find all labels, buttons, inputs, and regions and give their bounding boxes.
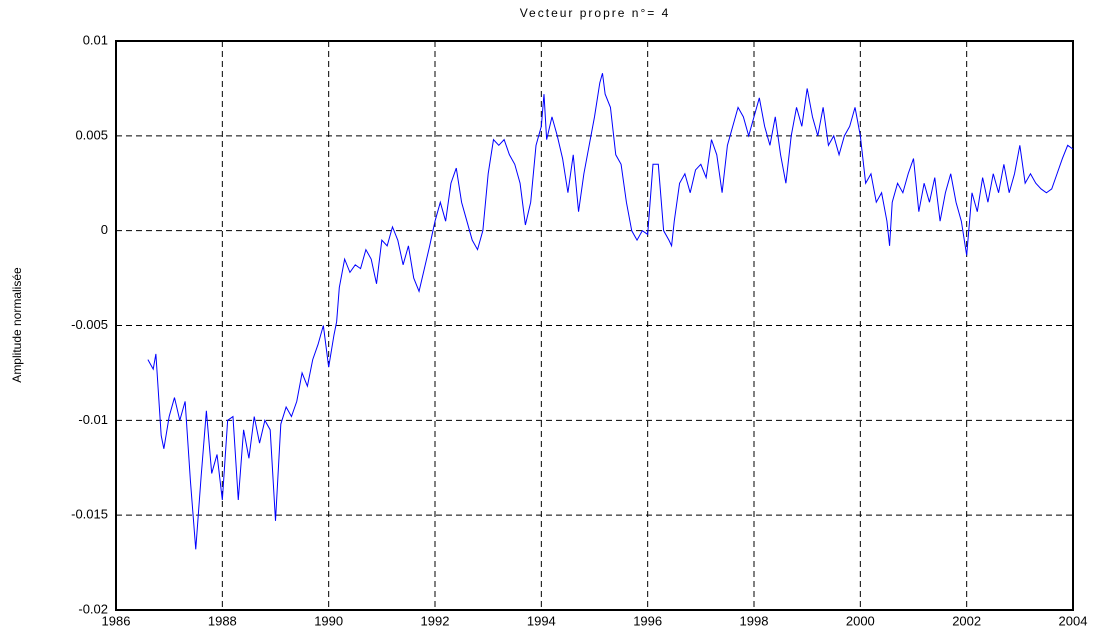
x-tick-label: 2000 — [846, 613, 875, 628]
y-tick-label: -0.01 — [78, 412, 108, 427]
x-tick-label: 1986 — [102, 613, 131, 628]
x-tick-label: 1990 — [314, 613, 343, 628]
y-axis-label: Amplitude normalisée — [10, 267, 24, 383]
x-tick-label: 2004 — [1059, 613, 1088, 628]
y-tick-label: 0.005 — [75, 127, 108, 142]
x-tick-label: 1994 — [527, 613, 556, 628]
x-tick-label: 2002 — [952, 613, 981, 628]
y-tick-label: -0.005 — [71, 317, 108, 332]
x-tick-label: 1992 — [421, 613, 450, 628]
chart-title: Vecteur propre n°= 4 — [520, 6, 671, 20]
y-tick-label: -0.015 — [71, 507, 108, 522]
y-tick-label: -0.02 — [78, 601, 108, 616]
x-tick-label: 1988 — [208, 613, 237, 628]
y-tick-label: 0.01 — [83, 32, 108, 47]
plot-frame — [115, 40, 1074, 611]
x-tick-label: 1998 — [740, 613, 769, 628]
y-tick-label: 0 — [101, 222, 108, 237]
data-line — [147, 73, 1074, 550]
x-tick-label: 1996 — [633, 613, 662, 628]
